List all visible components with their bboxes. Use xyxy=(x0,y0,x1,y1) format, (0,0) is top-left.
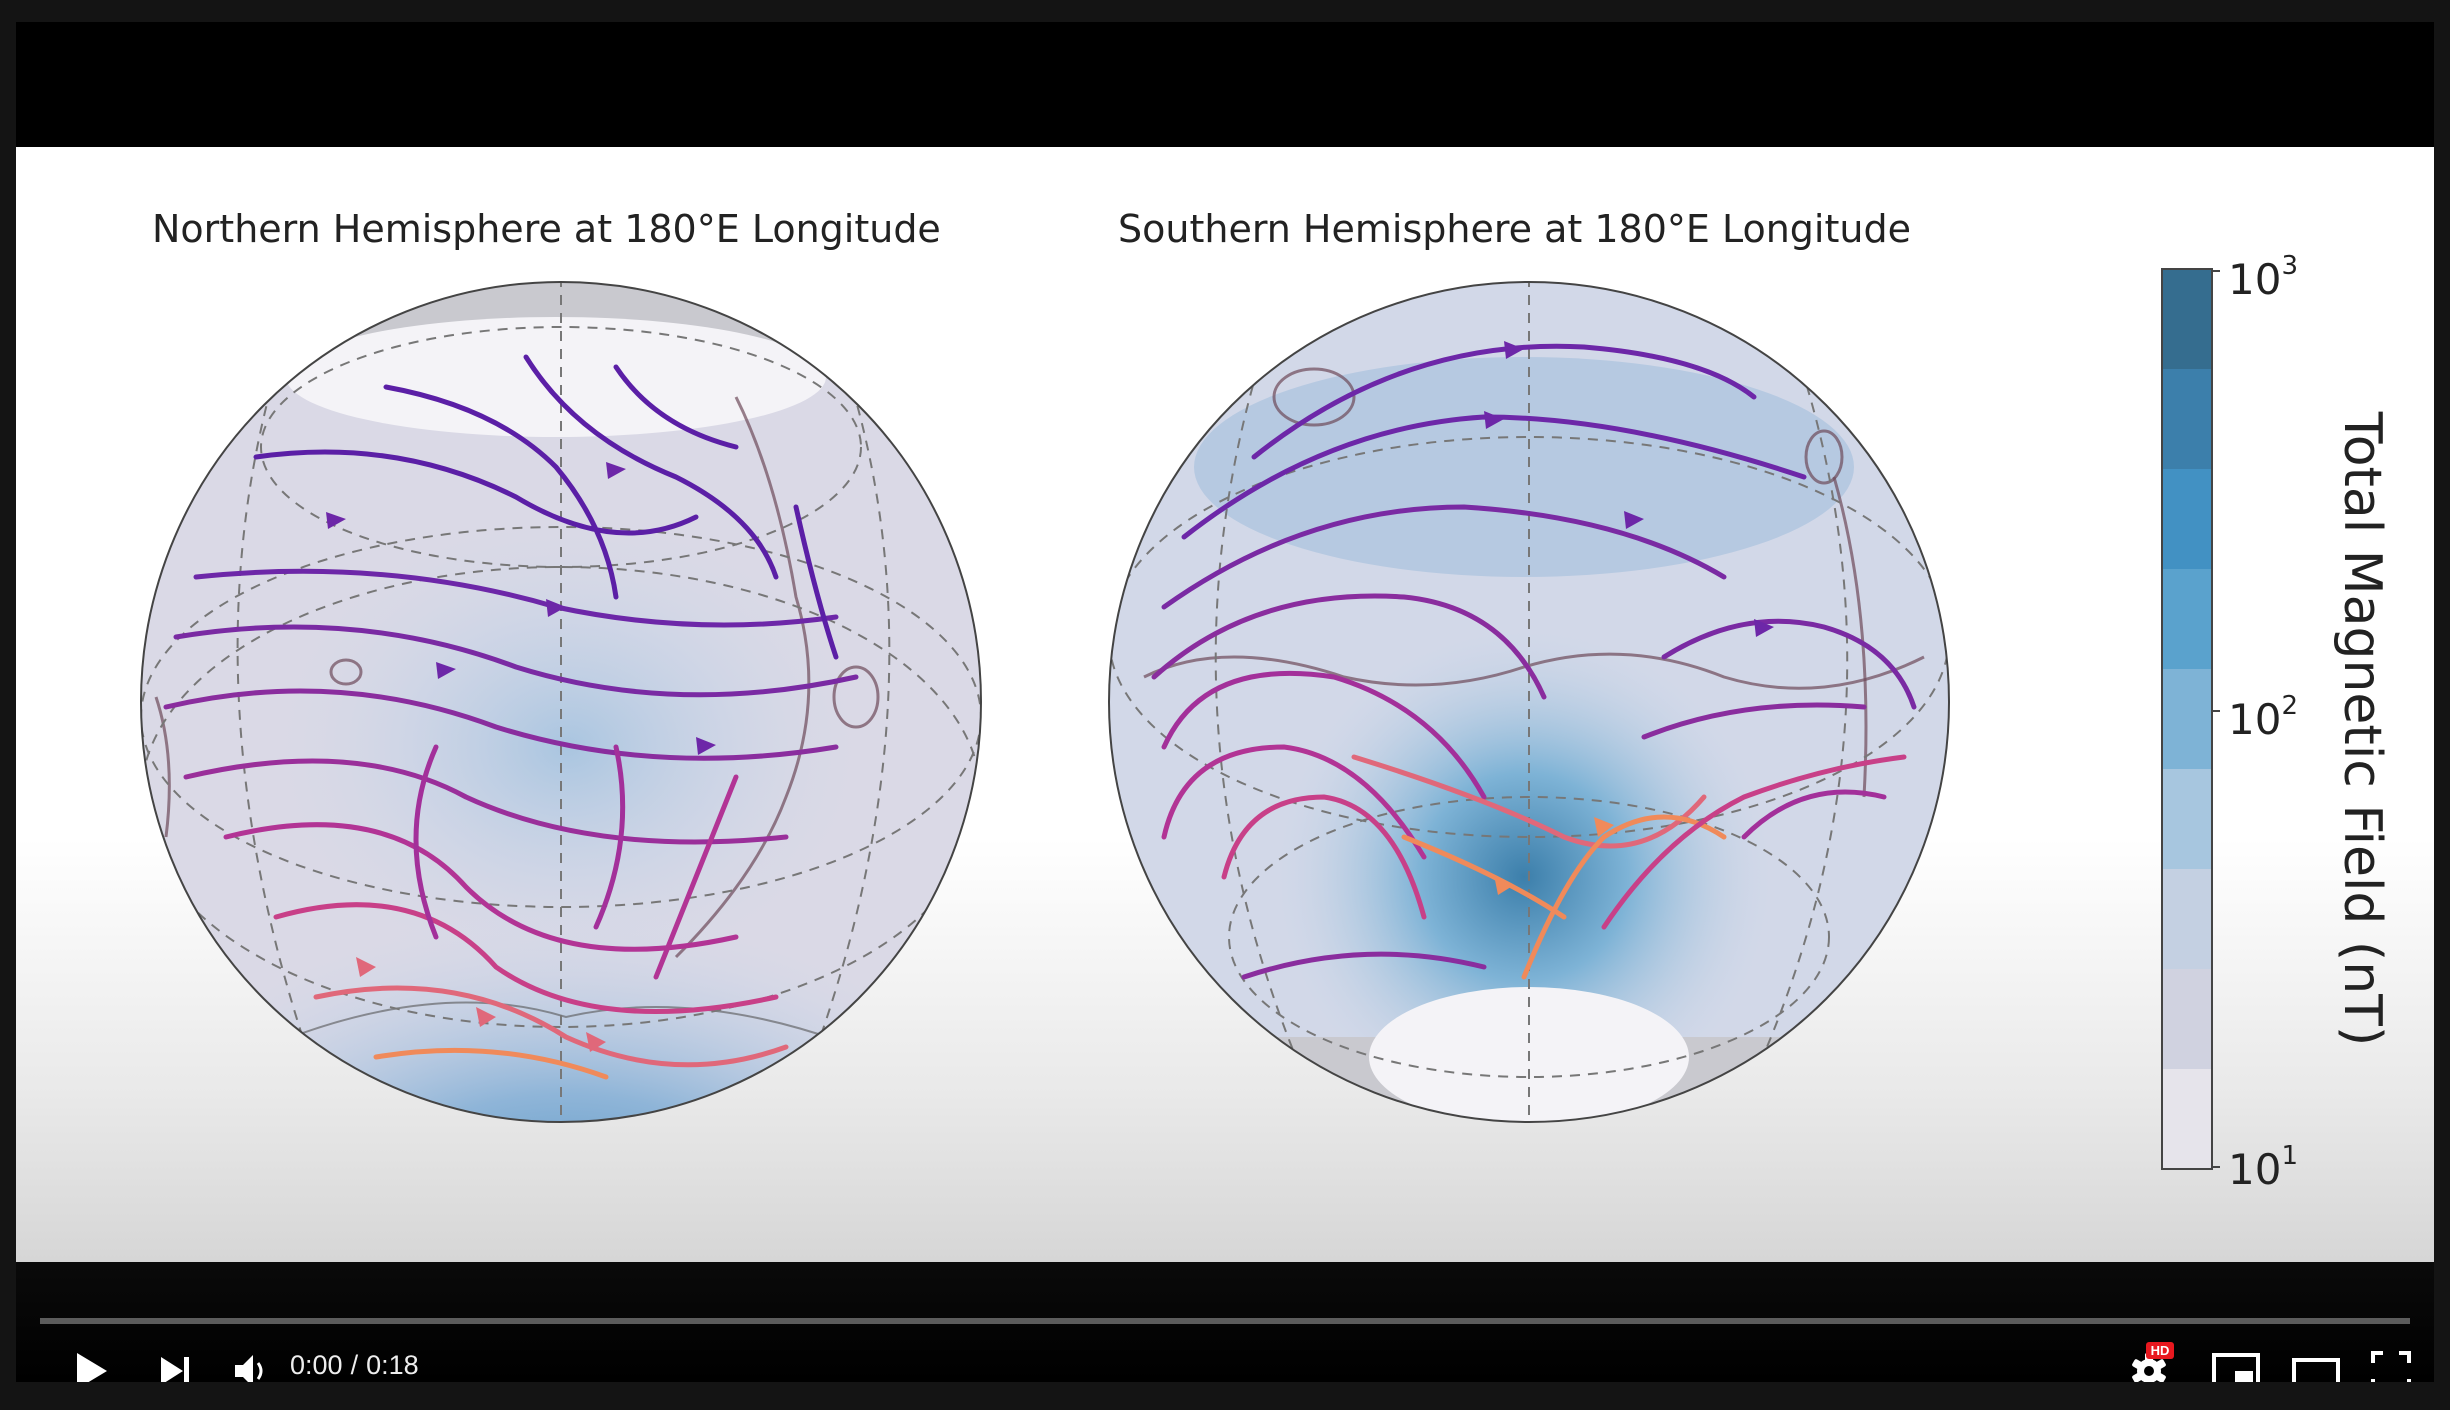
next-button[interactable] xyxy=(140,1338,210,1382)
colorbar-tick-100: 102 xyxy=(2228,691,2298,744)
play-button[interactable] xyxy=(56,1338,126,1382)
current-time: 0:00 xyxy=(290,1350,343,1380)
colorbar: 103 102 101 Total Magnetic Field (nT) xyxy=(2142,251,2432,1194)
south-hemisphere-globe xyxy=(1108,281,1950,1123)
player-controls: 0:00 / 0:18 HD xyxy=(16,1262,2434,1382)
hd-badge: HD xyxy=(2146,1342,2174,1359)
play-icon xyxy=(77,1353,107,1382)
miniplayer-icon xyxy=(2212,1353,2260,1382)
north-hemisphere-globe xyxy=(140,281,982,1123)
volume-icon xyxy=(235,1355,263,1382)
settings-gear-icon xyxy=(2132,1353,2166,1382)
time-display: 0:00 / 0:18 xyxy=(290,1350,419,1381)
progress-bar[interactable] xyxy=(40,1318,2410,1324)
south-panel-title: Southern Hemisphere at 180°E Longitude xyxy=(1118,207,1911,251)
colorbar-tick-1000: 103 xyxy=(2228,251,2298,304)
next-icon xyxy=(161,1357,189,1382)
time-separator: / xyxy=(350,1350,359,1380)
fullscreen-icon xyxy=(2371,1351,2411,1382)
theater-mode-button[interactable] xyxy=(2276,1338,2356,1382)
duration: 0:18 xyxy=(366,1350,419,1380)
colorbar-tick-10: 101 xyxy=(2228,1141,2298,1194)
video-player[interactable]: Northern Hemisphere at 180°E Longitude S… xyxy=(16,22,2434,1382)
colorbar-label: Total Magnetic Field (nT) xyxy=(2332,411,2392,1047)
settings-button[interactable] xyxy=(2114,1338,2184,1382)
colorbar-scale xyxy=(2161,268,2220,1170)
north-panel-title: Northern Hemisphere at 180°E Longitude xyxy=(152,207,941,251)
theater-mode-icon xyxy=(2292,1358,2340,1382)
fullscreen-button[interactable] xyxy=(2356,1338,2426,1382)
miniplayer-button[interactable] xyxy=(2196,1338,2276,1382)
volume-button[interactable] xyxy=(216,1338,286,1382)
video-frame[interactable]: Northern Hemisphere at 180°E Longitude S… xyxy=(16,147,2434,1262)
